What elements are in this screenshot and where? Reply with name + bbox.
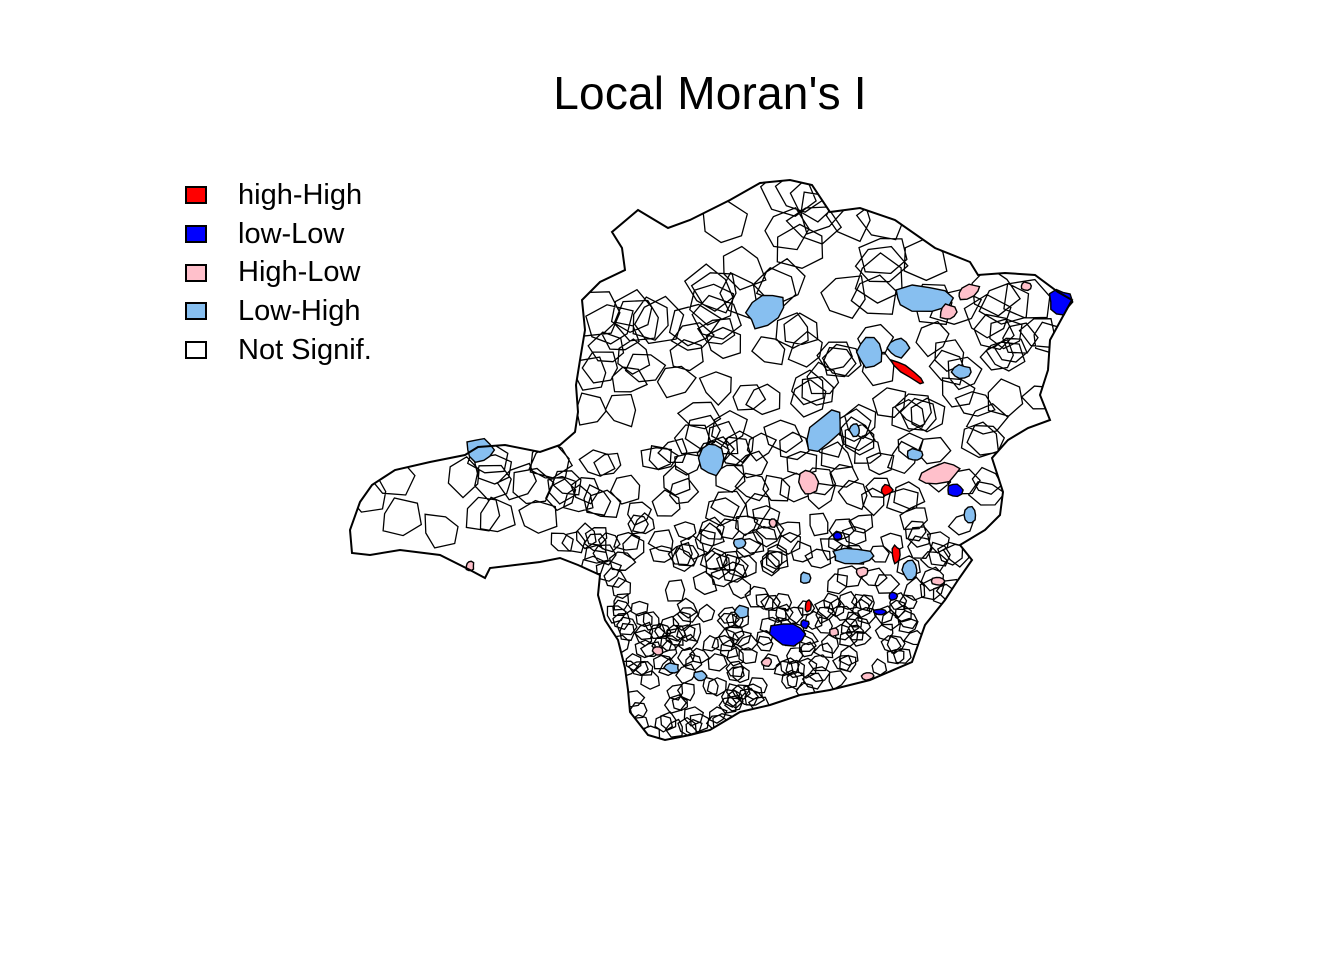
cluster-region-high-low xyxy=(930,576,946,586)
cluster-region-low-high xyxy=(848,423,861,438)
cluster-region-high-low xyxy=(918,461,961,485)
legend-swatch-high-high xyxy=(185,186,207,205)
legend: high-High low-Low High-Low Low-High Not … xyxy=(185,176,372,369)
cluster-region-high-low xyxy=(651,646,664,656)
legend-item-not-signif: Not Signif. xyxy=(185,331,372,370)
cluster-region-low-high xyxy=(662,662,680,674)
cluster-region-low-low xyxy=(888,591,899,601)
legend-item-low-high: Low-High xyxy=(185,292,372,331)
legend-swatch-low-high xyxy=(185,302,207,321)
cluster-region-low-high xyxy=(466,437,496,464)
cluster-region-low-high xyxy=(950,363,972,380)
cluster-region-high-low xyxy=(829,627,840,638)
cluster-region-low-high xyxy=(963,505,977,524)
cluster-region-low-low xyxy=(768,623,807,647)
cluster-region-high-low xyxy=(958,283,981,301)
cluster-region-high-high xyxy=(891,543,901,565)
cluster-region-low-low xyxy=(832,531,843,541)
cluster-region-low-high xyxy=(733,604,750,619)
cluster-region-low-high xyxy=(732,537,747,550)
legend-label-high-low: High-Low xyxy=(238,256,361,289)
cluster-region-high-low xyxy=(768,518,778,529)
legend-swatch-not-signif xyxy=(185,341,207,360)
cluster-region-low-high xyxy=(693,670,708,682)
cluster-region-low-high xyxy=(806,409,841,453)
map-title: Local Moran's I xyxy=(553,67,867,119)
legend-item-low-low: low-Low xyxy=(185,215,372,254)
cluster-region-low-high xyxy=(895,284,955,313)
cluster-region-high-low xyxy=(939,303,958,320)
state-outline xyxy=(348,178,1074,742)
legend-label-not-signif: Not Signif. xyxy=(238,333,372,366)
legend-item-high-high: high-High xyxy=(185,176,372,215)
cluster-region-high-high xyxy=(804,598,812,613)
cluster-region-high-low xyxy=(797,469,820,495)
legend-item-high-low: High-Low xyxy=(185,253,372,292)
cluster-region-low-high xyxy=(744,294,785,330)
legend-swatch-low-low xyxy=(185,225,207,244)
cluster-region-low-high xyxy=(697,443,725,477)
legend-label-high-high: high-High xyxy=(238,178,363,211)
cluster-region-low-low xyxy=(947,483,964,498)
legend-label-low-high: Low-High xyxy=(238,294,361,327)
cluster-region-low-high xyxy=(799,571,812,584)
cluster-region-low-low xyxy=(872,608,888,616)
cluster-region-low-high xyxy=(855,336,883,369)
cluster-region-low-low xyxy=(800,618,810,630)
cluster-region-low-high xyxy=(906,447,924,461)
cluster-region-low-high xyxy=(901,559,918,581)
cluster-region-high-low xyxy=(1020,281,1033,292)
cluster-region-high-high xyxy=(889,358,925,385)
cluster-regions xyxy=(465,281,1074,682)
cluster-region-high-low xyxy=(855,566,869,578)
cluster-region-high-low xyxy=(760,657,773,668)
legend-label-low-low: low-Low xyxy=(238,217,345,250)
legend-swatch-high-low xyxy=(185,263,207,282)
cluster-region-low-high xyxy=(832,547,875,565)
cluster-region-low-high xyxy=(886,337,911,359)
cluster-region-high-high xyxy=(880,483,895,497)
